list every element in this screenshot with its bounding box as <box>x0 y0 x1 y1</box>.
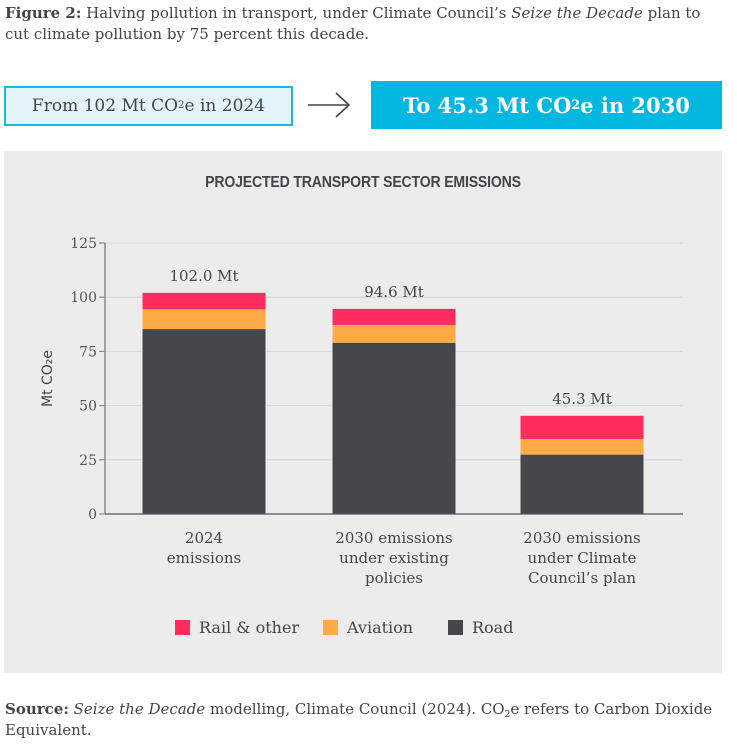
to-suffix: e in 2030 <box>580 92 690 118</box>
data-label: 94.6 Mt <box>364 283 424 301</box>
legend-item-road: Road <box>448 618 513 637</box>
bar-segment-road <box>142 329 266 514</box>
x-tick-label: policies <box>365 569 423 587</box>
legend-swatch <box>323 620 338 635</box>
data-label: 102.0 Mt <box>169 267 238 285</box>
bar-segment-aviation <box>332 324 456 343</box>
chart-legend: Rail & other Aviation Road <box>4 618 722 640</box>
y-axis-label: Mt CO₂e <box>40 350 56 407</box>
caption-text: Halving pollution in transport, under Cl… <box>81 4 512 22</box>
caption-text-end: plan to cut climate pollution by 75 perc… <box>5 4 701 43</box>
legend-item-aviation: Aviation <box>323 618 413 637</box>
bar-segment-rail <box>520 415 644 439</box>
x-tick-label: 2030 emissions <box>335 529 452 547</box>
legend-label: Aviation <box>347 618 414 637</box>
y-tick-label: 75 <box>79 344 97 360</box>
right-arrow-icon <box>308 92 351 118</box>
to-banner: To 45.3 Mt CO 2 e in 2030 <box>371 81 722 129</box>
bar-segment-aviation <box>142 309 266 330</box>
chart-plot: 0 25 50 75 100 125 Mt CO₂e 102.0 Mt 2024 emission… <box>40 236 683 587</box>
from-banner: From 102 Mt CO 2 e in 2024 <box>4 86 293 126</box>
bar-segment-aviation <box>520 438 644 455</box>
x-tick-label: under existing <box>339 549 449 567</box>
source-sub: 2 <box>504 710 511 721</box>
data-label: 45.3 Mt <box>552 390 612 408</box>
to-prefix: To 45.3 Mt CO <box>403 92 572 118</box>
x-tick-label: 2024 <box>185 529 223 547</box>
legend-item-rail: Rail & other <box>175 618 299 637</box>
source-italic: Seize the Decade <box>73 700 206 718</box>
source-text: modelling, Climate Council (2024). CO <box>205 700 505 718</box>
legend-swatch <box>175 620 190 635</box>
chart-title: PROJECTED TRANSPORT SECTOR EMISSIONS <box>205 174 521 191</box>
caption-label: Figure 2: <box>5 4 82 22</box>
bar-segment-road <box>332 342 456 514</box>
chart-panel: PROJECTED TRANSPORT SECTOR EMISSIONS 0 25… <box>4 151 722 673</box>
y-tick-label: 0 <box>88 507 97 523</box>
y-tick-label: 25 <box>79 453 97 469</box>
source-text-end: e refers to Carbon Dioxide Equivalent. <box>5 700 713 739</box>
legend-swatch <box>448 620 463 635</box>
x-tick-label: under Climate <box>528 549 637 567</box>
legend-label: Rail & other <box>199 618 300 637</box>
y-tick-label: 125 <box>70 236 97 252</box>
y-tick-label: 100 <box>70 290 97 306</box>
bar-segment-rail <box>142 292 266 310</box>
legend-label: Road <box>472 618 514 637</box>
source-label: Source: <box>5 700 69 718</box>
x-tick-label: emissions <box>167 549 241 567</box>
bar-segment-rail <box>332 308 456 325</box>
from-suffix: e in 2024 <box>184 96 266 116</box>
caption-italic: Seize the Decade <box>511 4 643 22</box>
x-tick-label: 2030 emissions <box>523 529 640 547</box>
y-tick-label: 50 <box>79 399 97 415</box>
figure-caption: Figure 2: Halving pollution in transport… <box>5 3 725 45</box>
x-tick-label: Council’s plan <box>528 569 636 587</box>
from-prefix: From 102 Mt CO <box>31 96 179 116</box>
bar-segment-road <box>520 454 644 514</box>
source-note: Source: Seize the Decade modelling, Clim… <box>5 699 725 741</box>
